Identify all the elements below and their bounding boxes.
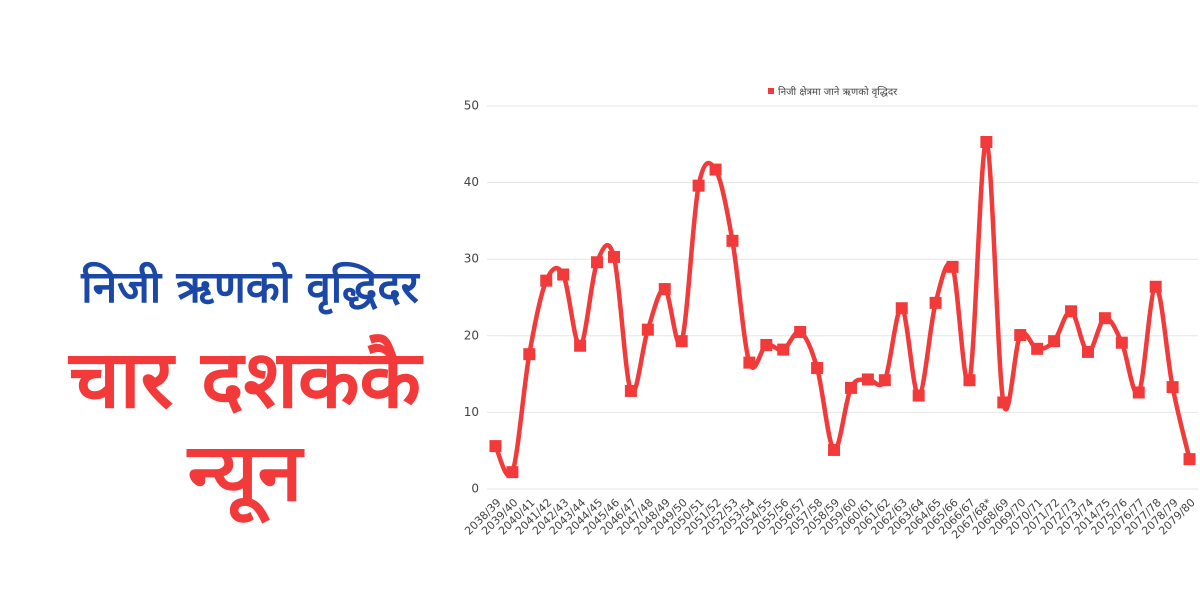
point-marker [895, 302, 908, 315]
point-marker [1065, 305, 1078, 318]
point-marker [1031, 342, 1044, 355]
point-marker [506, 466, 519, 479]
point-marker [1098, 312, 1111, 325]
point-marker [523, 348, 536, 361]
point-marker [675, 335, 688, 348]
point-marker [641, 323, 654, 336]
point-marker [709, 163, 722, 176]
point-marker [946, 260, 959, 273]
legend-swatch [768, 88, 774, 94]
point-marker [963, 374, 976, 387]
point-marker [574, 339, 587, 352]
point-marker [540, 274, 553, 287]
y-tick-label: 10 [464, 405, 479, 419]
point-marker [760, 338, 773, 351]
point-marker [726, 234, 739, 247]
y-tick-label: 30 [464, 252, 479, 266]
y-tick-label: 50 [464, 99, 479, 113]
point-marker [912, 389, 925, 402]
point-marker [658, 283, 671, 296]
point-marker [1048, 335, 1061, 348]
point-marker [692, 179, 705, 192]
y-tick-label: 20 [464, 328, 479, 342]
point-marker [557, 268, 570, 281]
point-marker [1014, 329, 1027, 342]
point-marker [1183, 453, 1196, 466]
series-line [493, 139, 1192, 478]
headline-line1: निजी ऋणको वृद्धिदर [80, 261, 420, 315]
y-tick-label: 0 [471, 482, 479, 496]
point-marker [1115, 336, 1128, 349]
point-marker [980, 136, 993, 149]
point-marker [811, 361, 824, 374]
y-tick-label: 40 [464, 175, 479, 189]
point-marker [743, 356, 756, 369]
point-marker [828, 443, 841, 456]
point-marker [1081, 345, 1094, 358]
point-marker [861, 373, 874, 386]
point-marker [591, 256, 604, 269]
point-marker [624, 384, 637, 397]
point-marker [878, 374, 891, 387]
point-marker [489, 440, 502, 453]
point-marker [997, 396, 1010, 409]
legend-label: निजी क्षेत्रमा जाने ऋणको वृद्धिदर [778, 86, 898, 98]
point-marker [1166, 381, 1179, 394]
chart: 010203040502038/392039/402040/412041/422… [462, 86, 1198, 541]
point-marker [1132, 386, 1145, 399]
point-marker [794, 325, 807, 338]
point-marker [607, 250, 620, 263]
point-marker [929, 296, 942, 309]
headline-line3: न्यून [186, 426, 305, 524]
point-marker [777, 343, 790, 356]
headline-line2: चार दशककै [67, 333, 423, 426]
point-marker [844, 381, 857, 394]
point-marker [1149, 280, 1162, 293]
